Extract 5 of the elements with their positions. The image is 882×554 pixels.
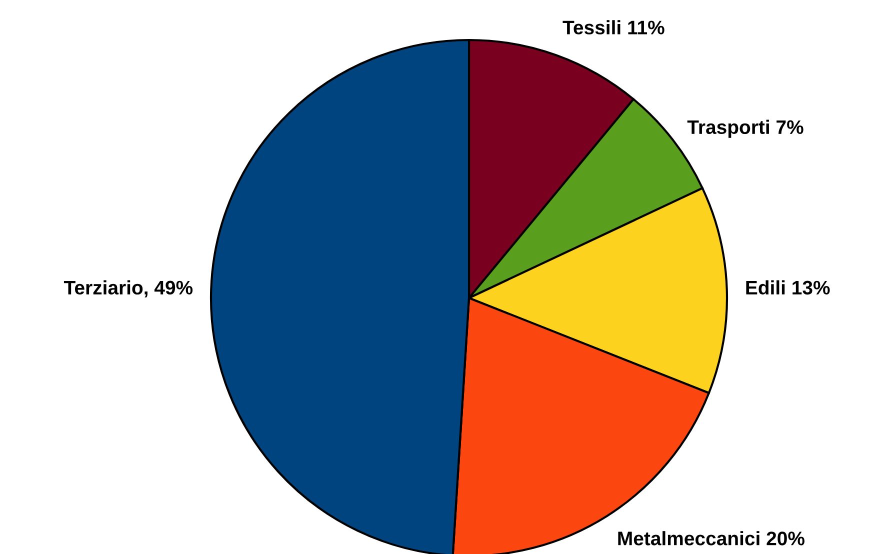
slice-label: Tessili 11% xyxy=(562,20,664,34)
slice-label: Metalmeccanici 20% xyxy=(618,531,804,546)
slice-label: Terziario, 49% xyxy=(64,280,193,298)
slice-label: Edili 13% xyxy=(746,280,830,295)
slice-label: Trasporti 7% xyxy=(687,120,804,138)
